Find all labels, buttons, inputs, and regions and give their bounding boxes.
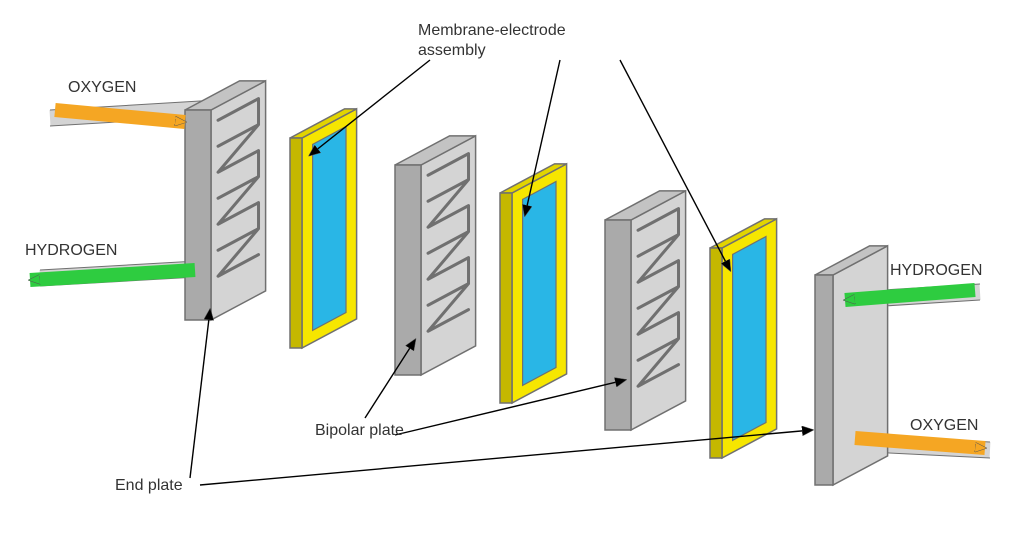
mea-membrane	[523, 182, 556, 386]
plate-front-face	[290, 138, 302, 348]
plate-front-face	[815, 275, 833, 485]
mea-membrane	[313, 127, 346, 331]
plate-front-face	[710, 248, 722, 458]
label-hydrogen: HYDROGEN	[890, 262, 982, 279]
label-mea: Membrane-electrodeassembly	[418, 22, 566, 59]
plate-right-face	[833, 246, 888, 485]
label-bipolar: Bipolar plate	[315, 422, 404, 439]
pointer-arrow	[365, 340, 415, 418]
label-endplate: End plate	[115, 477, 183, 494]
plate-front-face	[185, 110, 211, 320]
label-oxygen: OXYGEN	[910, 417, 978, 434]
plate-front-face	[605, 220, 631, 430]
plate-front-face	[395, 165, 421, 375]
label-oxygen: OXYGEN	[68, 79, 136, 96]
label-hydrogen: HYDROGEN	[25, 242, 117, 259]
pointer-arrow	[190, 310, 210, 478]
mea-membrane	[733, 237, 766, 441]
pointer-arrow	[310, 60, 430, 155]
plate-front-face	[500, 193, 512, 403]
